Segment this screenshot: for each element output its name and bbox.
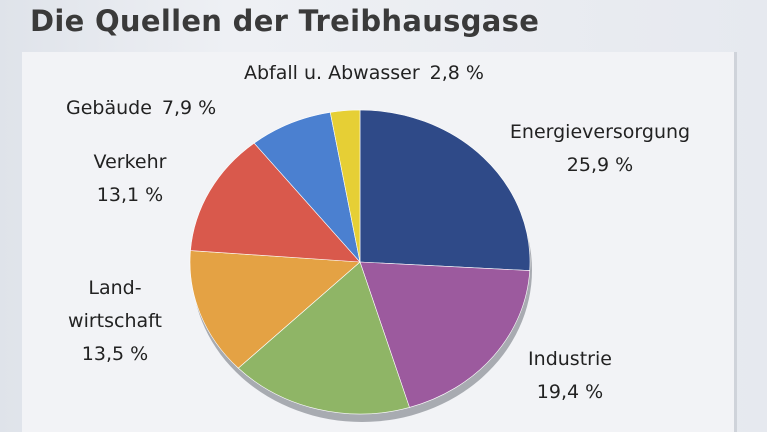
slice-label: Industrie 19,4 %: [500, 343, 640, 409]
pie-slice: [359, 109, 531, 271]
category-label: Abfall u. Abwasser: [244, 62, 420, 84]
value-label: 19,4 %: [536, 381, 604, 403]
slice-label: Abfall u. Abwasser 2,8 %: [244, 58, 484, 88]
slice-label: Land- wirtschaft 13,5 %: [40, 272, 190, 371]
pie-slice: [329, 109, 361, 263]
category-label: Verkehr: [93, 151, 167, 173]
slice-label: Energieversorgung 25,9 %: [470, 116, 730, 182]
slice-label: Verkehr 13,1 %: [60, 146, 200, 212]
pie-slice: [190, 142, 361, 263]
value-label: 25,9 %: [566, 154, 634, 176]
value-label: 13,1 %: [96, 184, 164, 206]
pie-slice: [359, 261, 531, 408]
category-label: Energieversorgung: [509, 121, 691, 143]
value-label: 7,9 %: [161, 97, 217, 119]
pie-slice: [189, 250, 361, 369]
category-label: Industrie: [528, 348, 612, 370]
pie-slice: [237, 261, 410, 415]
category-label: Gebäude: [66, 97, 152, 119]
slice-label: Gebäude 7,9 %: [66, 93, 216, 123]
value-label: 13,5 %: [81, 343, 149, 365]
category-label: Land- wirtschaft: [68, 277, 162, 332]
value-label: 2,8 %: [429, 62, 484, 84]
chart-title: Die Quellen der Treibhausgase: [30, 4, 540, 38]
